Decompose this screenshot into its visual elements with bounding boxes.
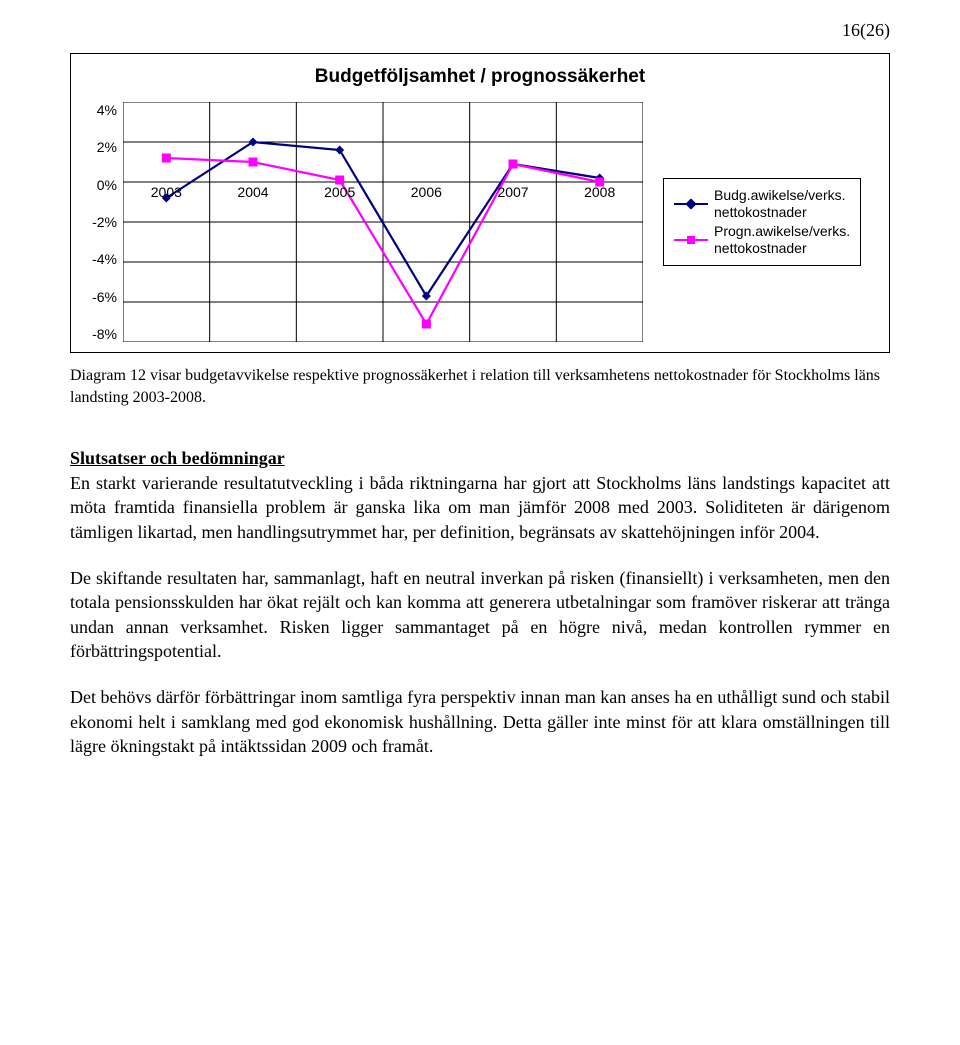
page-number: 16(26): [70, 20, 890, 41]
legend-item: Budg.awikelse/verks.nettokostnader: [674, 187, 850, 221]
y-tick: -2%: [81, 214, 117, 230]
legend-label: Progn.awikelse/verks.nettokostnader: [714, 223, 850, 257]
chart-title: Budgetföljsamhet / prognossäkerhet: [81, 66, 879, 88]
x-tick: 2006: [383, 182, 470, 200]
y-tick: 4%: [81, 102, 117, 118]
chart-caption: Diagram 12 visar budgetavvikelse respekt…: [70, 365, 890, 408]
legend-item: Progn.awikelse/verks.nettokostnader: [674, 223, 850, 257]
x-tick: 2004: [210, 182, 297, 200]
y-tick: -6%: [81, 289, 117, 305]
section-heading: Slutsatser och bedömningar: [70, 448, 890, 469]
y-tick: -4%: [81, 251, 117, 267]
plot-area: [123, 102, 643, 342]
x-tick: 2005: [296, 182, 383, 200]
paragraph: De skiftande resultaten har, sammanlagt,…: [70, 566, 890, 663]
x-axis: 2003 2004 2005 2006 2007 2008: [123, 182, 643, 200]
chart-container: Budgetföljsamhet / prognossäkerhet 4% 2%…: [70, 53, 890, 353]
chart-svg: [123, 102, 643, 342]
x-tick: 2007: [470, 182, 557, 200]
y-tick: 2%: [81, 139, 117, 155]
x-tick: 2008: [556, 182, 643, 200]
x-tick: 2003: [123, 182, 210, 200]
legend-label: Budg.awikelse/verks.nettokostnader: [714, 187, 846, 221]
y-tick: 0%: [81, 177, 117, 193]
legend-swatch: [674, 233, 708, 247]
paragraph: En starkt varierande resultatutveckling …: [70, 471, 890, 544]
legend: Budg.awikelse/verks.nettokostnader Progn…: [663, 178, 861, 265]
paragraph: Det behövs därför förbättringar inom sam…: [70, 685, 890, 758]
y-tick: -8%: [81, 326, 117, 342]
legend-swatch: [674, 197, 708, 211]
y-axis: 4% 2% 0% -2% -4% -6% -8%: [81, 102, 123, 342]
